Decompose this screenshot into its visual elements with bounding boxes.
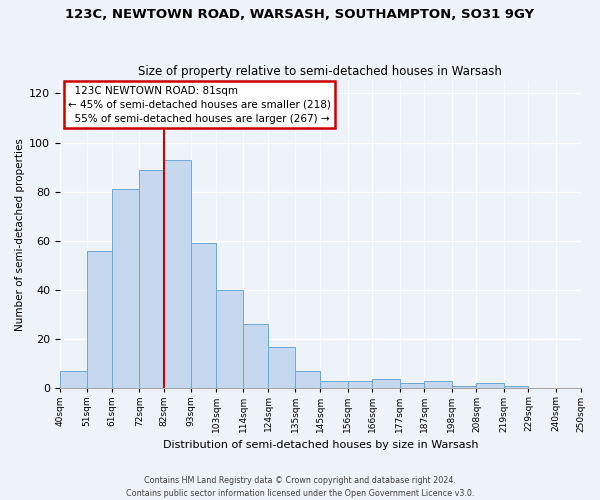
Bar <box>476 384 503 388</box>
X-axis label: Distribution of semi-detached houses by size in Warsash: Distribution of semi-detached houses by … <box>163 440 478 450</box>
Bar <box>424 381 452 388</box>
Bar <box>373 378 400 388</box>
Bar <box>452 386 476 388</box>
Bar <box>244 324 268 388</box>
Text: Contains HM Land Registry data © Crown copyright and database right 2024.
Contai: Contains HM Land Registry data © Crown c… <box>126 476 474 498</box>
Bar <box>216 290 244 388</box>
Bar <box>295 371 320 388</box>
Bar <box>503 386 529 388</box>
Bar <box>400 384 424 388</box>
Bar <box>112 189 139 388</box>
Y-axis label: Number of semi-detached properties: Number of semi-detached properties <box>15 138 25 331</box>
Bar <box>164 160 191 388</box>
Bar <box>191 244 216 388</box>
Bar <box>268 346 295 389</box>
Bar <box>60 371 87 388</box>
Title: Size of property relative to semi-detached houses in Warsash: Size of property relative to semi-detach… <box>139 66 502 78</box>
Bar <box>347 381 373 388</box>
Bar <box>320 381 347 388</box>
Bar <box>139 170 164 388</box>
Text: 123C NEWTOWN ROAD: 81sqm
← 45% of semi-detached houses are smaller (218)
  55% o: 123C NEWTOWN ROAD: 81sqm ← 45% of semi-d… <box>68 86 331 124</box>
Bar <box>87 250 112 388</box>
Text: 123C, NEWTOWN ROAD, WARSASH, SOUTHAMPTON, SO31 9GY: 123C, NEWTOWN ROAD, WARSASH, SOUTHAMPTON… <box>65 8 535 20</box>
